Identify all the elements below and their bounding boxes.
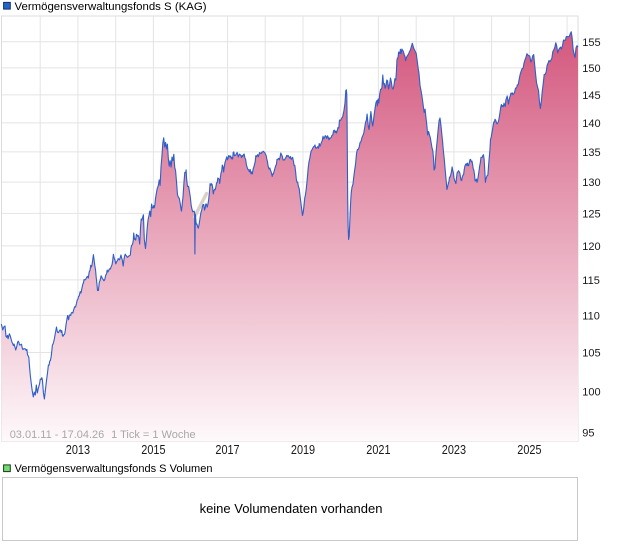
svg-text:105: 105	[582, 348, 600, 360]
svg-text:2019: 2019	[291, 442, 315, 457]
svg-text:100: 100	[582, 387, 600, 399]
svg-text:Vermögensverwaltungsfonds S (K: Vermögensverwaltungsfonds S (KAG)	[15, 1, 207, 13]
svg-text:135: 135	[582, 147, 600, 159]
svg-text:2025: 2025	[517, 442, 541, 457]
svg-text:keine Volumendaten vorhanden: keine Volumendaten vorhanden	[200, 501, 383, 516]
svg-text:1 Tick = 1 Woche: 1 Tick = 1 Woche	[111, 429, 195, 441]
svg-text:130: 130	[582, 177, 600, 189]
svg-text:150: 150	[582, 63, 600, 75]
svg-text:2023: 2023	[442, 442, 466, 457]
svg-text:2015: 2015	[141, 442, 165, 457]
svg-text:110: 110	[582, 311, 600, 323]
svg-text:145: 145	[582, 90, 600, 102]
svg-text:2017: 2017	[215, 442, 239, 457]
svg-text:140: 140	[582, 118, 600, 130]
svg-text:Vermögensverwaltungsfonds S Vo: Vermögensverwaltungsfonds S Volumen	[15, 463, 213, 475]
svg-text:115: 115	[582, 275, 600, 287]
svg-text:125: 125	[582, 209, 600, 221]
svg-text:2013: 2013	[66, 442, 90, 457]
svg-text:155: 155	[582, 37, 600, 49]
svg-text:03.01.11 - 17.04.26: 03.01.11 - 17.04.26	[10, 429, 105, 441]
svg-text:120: 120	[582, 241, 600, 253]
svg-text:95: 95	[582, 428, 594, 440]
svg-text:2021: 2021	[366, 442, 390, 457]
